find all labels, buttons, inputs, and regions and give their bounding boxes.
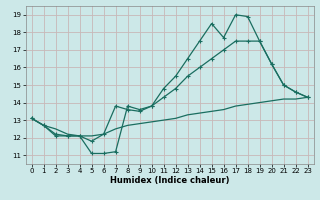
X-axis label: Humidex (Indice chaleur): Humidex (Indice chaleur): [110, 176, 229, 185]
